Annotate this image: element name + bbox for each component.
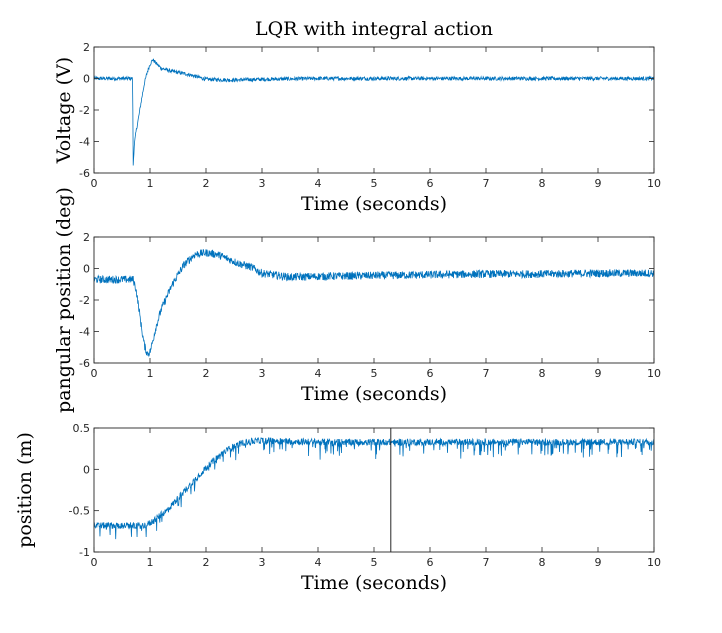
- x-axis-label: Time (seconds): [301, 572, 447, 594]
- x-tick-label: 8: [539, 556, 546, 569]
- x-tick-label: 4: [315, 556, 322, 569]
- y-tick-label: -6: [79, 357, 90, 370]
- x-tick-label: 10: [647, 367, 661, 380]
- x-tick-label: 2: [203, 367, 210, 380]
- y-tick-label: 0.5: [73, 422, 91, 435]
- x-tick-label: 4: [315, 367, 322, 380]
- y-tick-label: -2: [79, 104, 90, 117]
- y-tick-label: -6: [79, 167, 90, 180]
- x-tick-label: 5: [371, 556, 378, 569]
- axes-box: [93, 236, 655, 364]
- axes-box: [93, 427, 655, 553]
- y-axis-label: pangular position (deg): [53, 187, 75, 413]
- x-tick-label: 8: [539, 367, 546, 380]
- series-line-3-1: [94, 437, 654, 540]
- x-tick-label: 7: [483, 367, 490, 380]
- x-tick-label: 6: [427, 367, 434, 380]
- x-tick-label: 7: [483, 177, 490, 190]
- y-tick-label: -4: [79, 326, 90, 339]
- y-tick-label: -0.5: [69, 505, 90, 518]
- x-tick-label: 9: [595, 177, 602, 190]
- y-tick-label: 2: [83, 231, 90, 244]
- series-line-1-1: [94, 58, 654, 166]
- x-tick-label: 1: [147, 367, 154, 380]
- y-tick-label: -4: [79, 136, 90, 149]
- x-axis-label: Time (seconds): [301, 383, 447, 405]
- subplot-3: 0 1 2 3 4 5 6 7 8 9 10 0.5 0 -0.5 -1 Time (seconds) posi…: [14, 422, 661, 594]
- subplot-1: 0 1 2 3 4 5 6 7 8 9 10 2 0 -2 -4 -6 Time (seconds) Voltag…: [53, 41, 661, 215]
- x-tick-label: 3: [259, 367, 266, 380]
- y-tick-label: -1: [79, 546, 90, 559]
- x-tick-label: 5: [371, 177, 378, 190]
- x-tick-label: 10: [647, 177, 661, 190]
- x-tick-label: 10: [647, 556, 661, 569]
- axes-box: [93, 46, 655, 174]
- y-tick-label: 0: [83, 263, 90, 276]
- x-tick-label: 0: [91, 556, 98, 569]
- subplot-2: 0 1 2 3 4 5 6 7 8 9 10 2 0 -2 -4 -6 Time (seconds) pangul…: [53, 187, 661, 413]
- x-tick-label: 2: [203, 177, 210, 190]
- y-tick-label: 0: [83, 463, 90, 476]
- x-tick-label: 2: [203, 556, 210, 569]
- y-tick-label: -2: [79, 294, 90, 307]
- x-tick-label: 9: [595, 367, 602, 380]
- x-tick-label: 3: [259, 556, 266, 569]
- figure-title: LQR with integral action: [255, 18, 493, 40]
- x-tick-label: 1: [147, 177, 154, 190]
- series-line-2-1: [94, 249, 654, 358]
- x-tick-label: 0: [91, 367, 98, 380]
- x-tick-label: 3: [259, 177, 266, 190]
- y-axis-label: Voltage (V): [53, 57, 75, 164]
- x-tick-label: 9: [595, 556, 602, 569]
- x-tick-label: 8: [539, 177, 546, 190]
- x-tick-label: 6: [427, 177, 434, 190]
- x-tick-label: 7: [483, 556, 490, 569]
- x-tick-label: 6: [427, 556, 434, 569]
- y-tick-label: 2: [83, 41, 90, 54]
- x-tick-label: 0: [91, 177, 98, 190]
- x-tick-label: 5: [371, 367, 378, 380]
- y-tick-label: 0: [83, 73, 90, 86]
- x-axis-label: Time (seconds): [301, 193, 447, 215]
- x-tick-label: 1: [147, 556, 154, 569]
- y-axis-label: position (m): [14, 432, 36, 548]
- x-tick-label: 4: [315, 177, 322, 190]
